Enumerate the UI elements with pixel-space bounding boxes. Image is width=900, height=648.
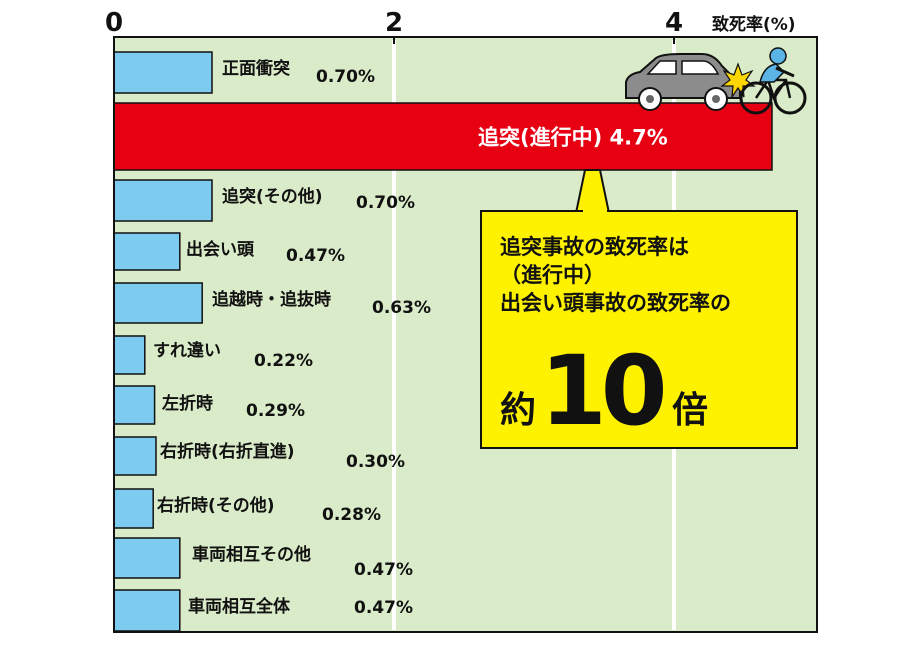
value-label-8: 0.28%: [322, 505, 381, 525]
value-label-2: 0.70%: [356, 193, 415, 213]
callout-box: [480, 210, 798, 449]
bar-0: [113, 51, 213, 94]
bar-7: [113, 436, 157, 476]
callout-line-1: 追突事故の致死率は: [500, 235, 689, 259]
value-label-5: 0.22%: [254, 351, 313, 371]
category-label-10: 車両相互全体: [188, 596, 291, 617]
bar-1: [113, 102, 773, 171]
category-label-2: 追突(その他): [222, 186, 323, 207]
category-label-9: 車両相互その他: [192, 544, 311, 565]
category-label-4: 追越時・追抜時: [212, 289, 331, 310]
category-label-5: すれ違い: [153, 340, 221, 361]
value-label-7: 0.30%: [346, 452, 405, 472]
callout-line-3: 出会い頭事故の致死率の: [500, 291, 731, 315]
tick-label-4: 4: [665, 8, 683, 38]
value-label-0: 0.70%: [316, 67, 375, 87]
bar-10: [113, 589, 181, 632]
bar-labels: 正面衝突 0.70% 追突(進行中) 4.7% 追突(その他) 0.70% 出会い頭 0.4…: [153, 58, 668, 618]
x-ticks: 0 2 4: [105, 8, 683, 44]
bar-9: [113, 537, 181, 579]
bar-2: [113, 179, 213, 222]
bar-8: [113, 488, 154, 529]
callout-suffix: 倍: [672, 390, 708, 431]
value-label-4: 0.63%: [372, 298, 431, 318]
unit-label: 致死率(%): [712, 14, 796, 35]
collision-burst-icon: [720, 62, 756, 98]
category-label-7: 右折時(右折直進): [160, 441, 295, 462]
value-label-6: 0.29%: [246, 401, 305, 421]
bicycle-rider-icon: [739, 47, 807, 115]
bar-4: [113, 282, 203, 324]
bar-6: [113, 385, 156, 425]
category-label-0: 正面衝突: [222, 58, 290, 79]
bar-3: [113, 232, 181, 271]
category-label-6: 左折時: [162, 393, 213, 414]
value-label-9: 0.47%: [354, 560, 413, 580]
tick-label-0: 0: [105, 8, 123, 38]
value-label-10: 0.47%: [354, 598, 413, 618]
bar-label-highlight: 追突(進行中) 4.7%: [478, 126, 668, 150]
category-label-8: 右折時(その他): [157, 495, 275, 516]
tick-label-2: 2: [385, 8, 403, 38]
category-label-3: 出会い頭: [186, 239, 255, 260]
callout-pointer-join: [583, 208, 607, 214]
callout-emphasis: 10: [540, 335, 664, 447]
value-label-3: 0.47%: [286, 246, 345, 266]
callout-prefix: 約: [500, 390, 536, 431]
bar-5: [113, 335, 146, 375]
callout-line-2: （進行中）: [500, 263, 605, 287]
